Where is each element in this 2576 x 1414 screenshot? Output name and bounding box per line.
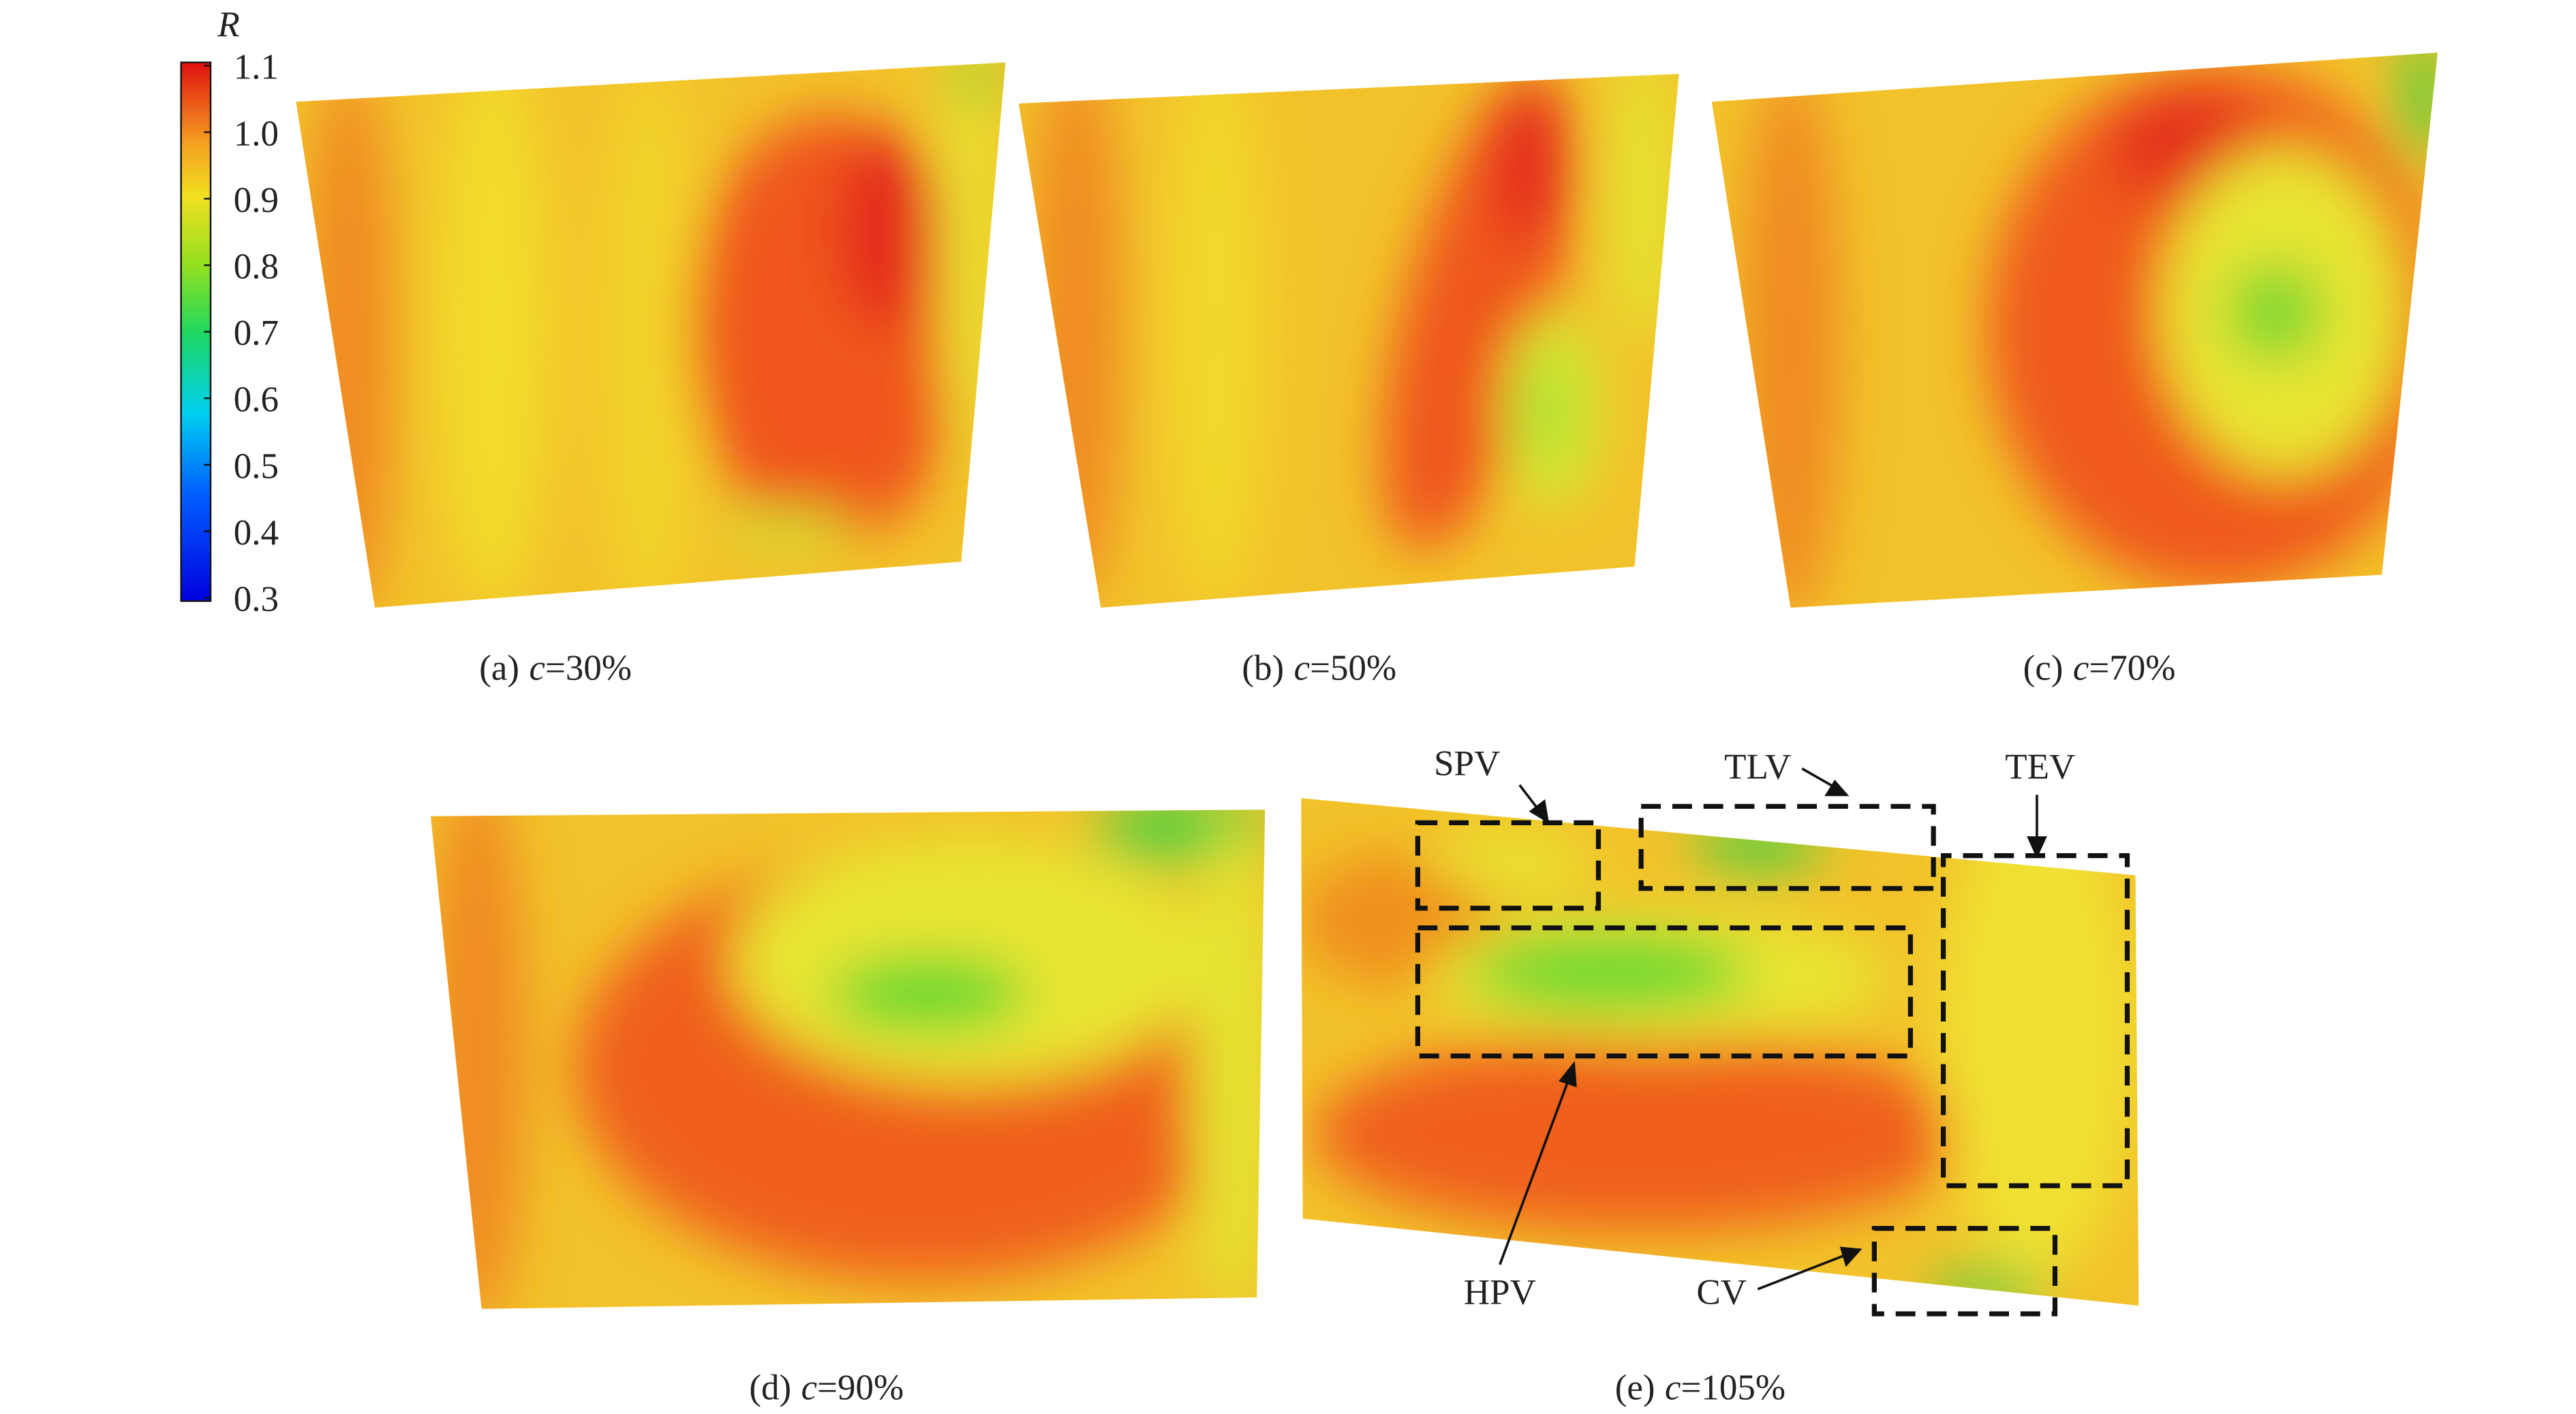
colorbar-tick-label: 0.6 bbox=[234, 380, 279, 420]
vortex-label: TLV bbox=[1724, 747, 1791, 786]
caption-label: (e) bbox=[1615, 1368, 1655, 1407]
panel-caption: (d) c=90% bbox=[749, 1368, 904, 1407]
contour-b bbox=[1018, 74, 1679, 608]
contour-c bbox=[1711, 52, 2438, 608]
caption-label: (b) bbox=[1242, 649, 1284, 688]
caption-value: =90% bbox=[817, 1368, 904, 1407]
panel-caption: (b) c=50% bbox=[1242, 649, 1396, 688]
colorbar-tick-label: 0.4 bbox=[234, 513, 279, 553]
panel-caption: (e) c=105% bbox=[1615, 1368, 1785, 1407]
colorbar-tick-label: 0.7 bbox=[234, 313, 279, 353]
panel-caption: (a) c=30% bbox=[479, 649, 632, 688]
caption-value: =30% bbox=[545, 649, 632, 688]
colorbar-tick-label: 1.1 bbox=[234, 48, 279, 87]
colorbar-tick-label: 0.8 bbox=[234, 247, 279, 286]
contour-e bbox=[1301, 798, 2139, 1306]
caption-label: (a) bbox=[479, 649, 519, 688]
caption-variable: c bbox=[2073, 649, 2089, 688]
vortex-label: SPV bbox=[1434, 744, 1500, 784]
vortex-label: TEV bbox=[2005, 747, 2075, 786]
colorbar-tick-label: 0.3 bbox=[234, 580, 279, 619]
colorbar-tick-label: 1.0 bbox=[234, 114, 279, 153]
colorbar-label: R bbox=[217, 5, 239, 44]
dashed-boxes bbox=[1415, 803, 2130, 1317]
arrows bbox=[1499, 767, 2047, 1291]
caption-value: =105% bbox=[1681, 1368, 1786, 1407]
panel-caption: (c) c=70% bbox=[2023, 649, 2176, 688]
caption-label: (c) bbox=[2023, 649, 2064, 688]
caption-variable: c bbox=[801, 1368, 818, 1407]
contour-d bbox=[430, 810, 1266, 1309]
vortex-label: HPV bbox=[1464, 1273, 1536, 1312]
caption-variable: c bbox=[1294, 649, 1310, 688]
caption-variable: c bbox=[1665, 1368, 1681, 1407]
caption-value: =50% bbox=[1310, 649, 1396, 688]
caption-label: (d) bbox=[749, 1368, 791, 1407]
contour-a bbox=[296, 62, 1006, 608]
caption-value: =70% bbox=[2089, 649, 2175, 688]
colorbar-tick-label: 0.9 bbox=[234, 181, 279, 220]
caption-variable: c bbox=[530, 649, 546, 688]
vortex-label: CV bbox=[1696, 1273, 1747, 1312]
colorbar-tick-label: 0.5 bbox=[234, 446, 279, 486]
